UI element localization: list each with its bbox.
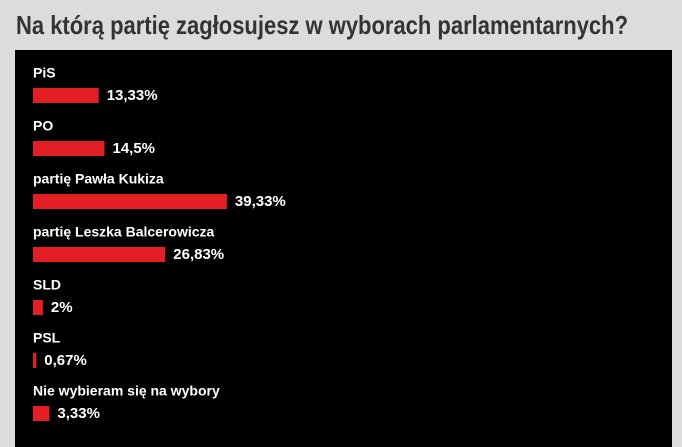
category-label: PSL: [33, 330, 61, 346]
value-label: 14,5%: [112, 140, 155, 157]
value-label: 39,33%: [235, 193, 286, 210]
value-label: 0,67%: [44, 352, 87, 369]
bar: [33, 300, 43, 315]
bar: [33, 194, 227, 209]
category-label: Nie wybieram się na wybory: [33, 383, 220, 399]
category-label: partię Pawła Kukiza: [33, 171, 164, 187]
bar: [33, 141, 105, 156]
value-label: 26,83%: [173, 246, 224, 263]
bar: [33, 247, 166, 262]
value-label: 3,33%: [57, 405, 100, 422]
chart-title: Na którą partię zagłosujesz w wyborach p…: [16, 10, 628, 40]
category-label: PO: [33, 118, 53, 134]
bar: [33, 406, 50, 421]
value-label: 13,33%: [107, 87, 158, 104]
bar: [33, 88, 99, 103]
category-label: SLD: [33, 277, 61, 293]
category-label: PiS: [33, 65, 56, 81]
bar: [33, 353, 37, 368]
category-label: partię Leszka Balcerowicza: [33, 224, 215, 240]
value-label: 2%: [51, 299, 73, 316]
